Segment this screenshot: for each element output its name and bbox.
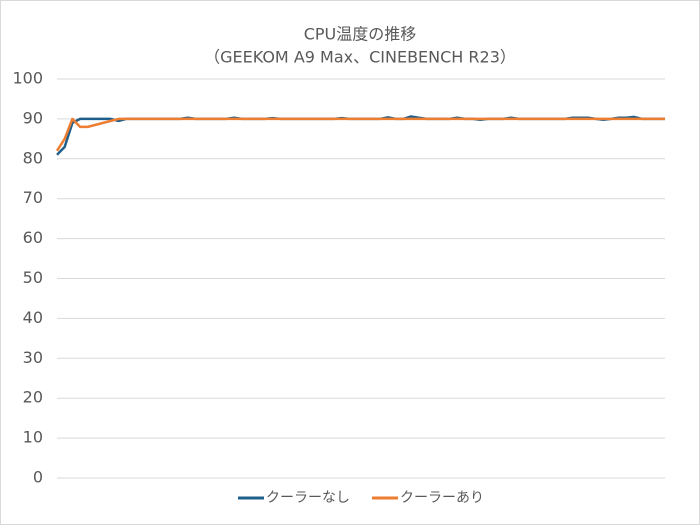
- legend-label: クーラーなし: [266, 490, 350, 506]
- y-tick-label: 30: [23, 348, 43, 367]
- y-tick-label: 50: [23, 268, 43, 287]
- y-tick-label: 60: [23, 228, 43, 247]
- y-tick-label: 100: [12, 69, 43, 88]
- y-tick-label: 40: [23, 308, 43, 327]
- chart-subtitle: （GEEKOM A9 Max、CINEBENCH R23）: [204, 48, 516, 67]
- chart-title: CPU温度の推移: [304, 25, 417, 44]
- y-tick-label: 0: [33, 468, 43, 487]
- y-tick-label: 80: [23, 148, 43, 167]
- y-tick-label: 10: [23, 428, 43, 447]
- y-tick-label: 20: [23, 388, 43, 407]
- y-tick-label: 70: [23, 188, 43, 207]
- data-line: [55, 117, 665, 152]
- legend-label: クーラーあり: [400, 490, 484, 506]
- y-tick-label: 90: [23, 108, 43, 127]
